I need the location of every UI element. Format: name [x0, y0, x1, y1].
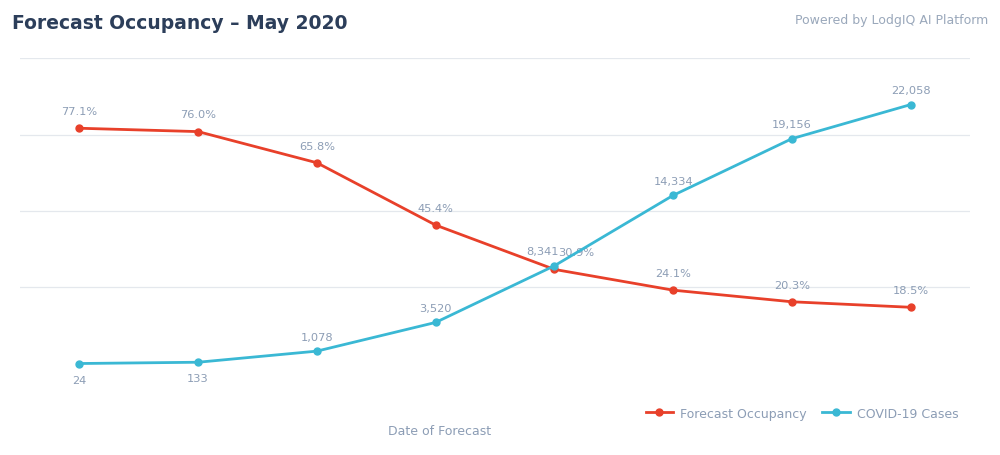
- Text: 77.1%: 77.1%: [61, 107, 97, 117]
- Text: 24: 24: [72, 375, 87, 385]
- Text: Forecast Occupancy – May 2020: Forecast Occupancy – May 2020: [12, 14, 348, 33]
- Text: 24.1%: 24.1%: [655, 268, 691, 278]
- Text: 19,156: 19,156: [772, 120, 812, 130]
- Text: 18.5%: 18.5%: [893, 285, 929, 295]
- Text: 1,078: 1,078: [301, 332, 333, 342]
- Legend: Forecast Occupancy, COVID-19 Cases: Forecast Occupancy, COVID-19 Cases: [640, 402, 964, 425]
- Text: 45.4%: 45.4%: [418, 203, 454, 213]
- Text: 8,341: 8,341: [526, 247, 559, 257]
- Text: 76.0%: 76.0%: [180, 110, 216, 120]
- Text: Powered by LodgIQ AI Platform: Powered by LodgIQ AI Platform: [795, 14, 988, 27]
- Text: 22,058: 22,058: [891, 86, 930, 96]
- Text: 14,334: 14,334: [653, 177, 693, 187]
- Text: 3,520: 3,520: [419, 303, 452, 313]
- Text: 20.3%: 20.3%: [774, 280, 810, 290]
- Text: 133: 133: [187, 374, 209, 384]
- Text: 30.9%: 30.9%: [558, 248, 594, 258]
- Text: 65.8%: 65.8%: [299, 141, 335, 151]
- Text: Date of Forecast: Date of Forecast: [388, 424, 492, 437]
